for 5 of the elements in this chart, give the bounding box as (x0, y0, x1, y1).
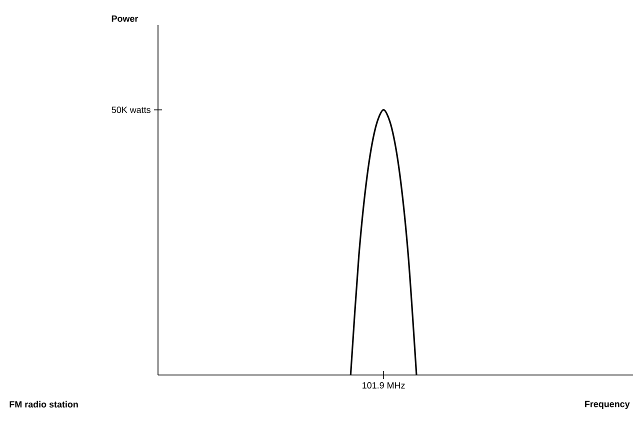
text: Power (112, 16, 138, 22)
text: FM radio station (10, 400, 78, 408)
text: 101.9 MHz (362, 382, 405, 389)
text: Frequency (585, 400, 630, 409)
text: 50K watts (112, 106, 150, 114)
